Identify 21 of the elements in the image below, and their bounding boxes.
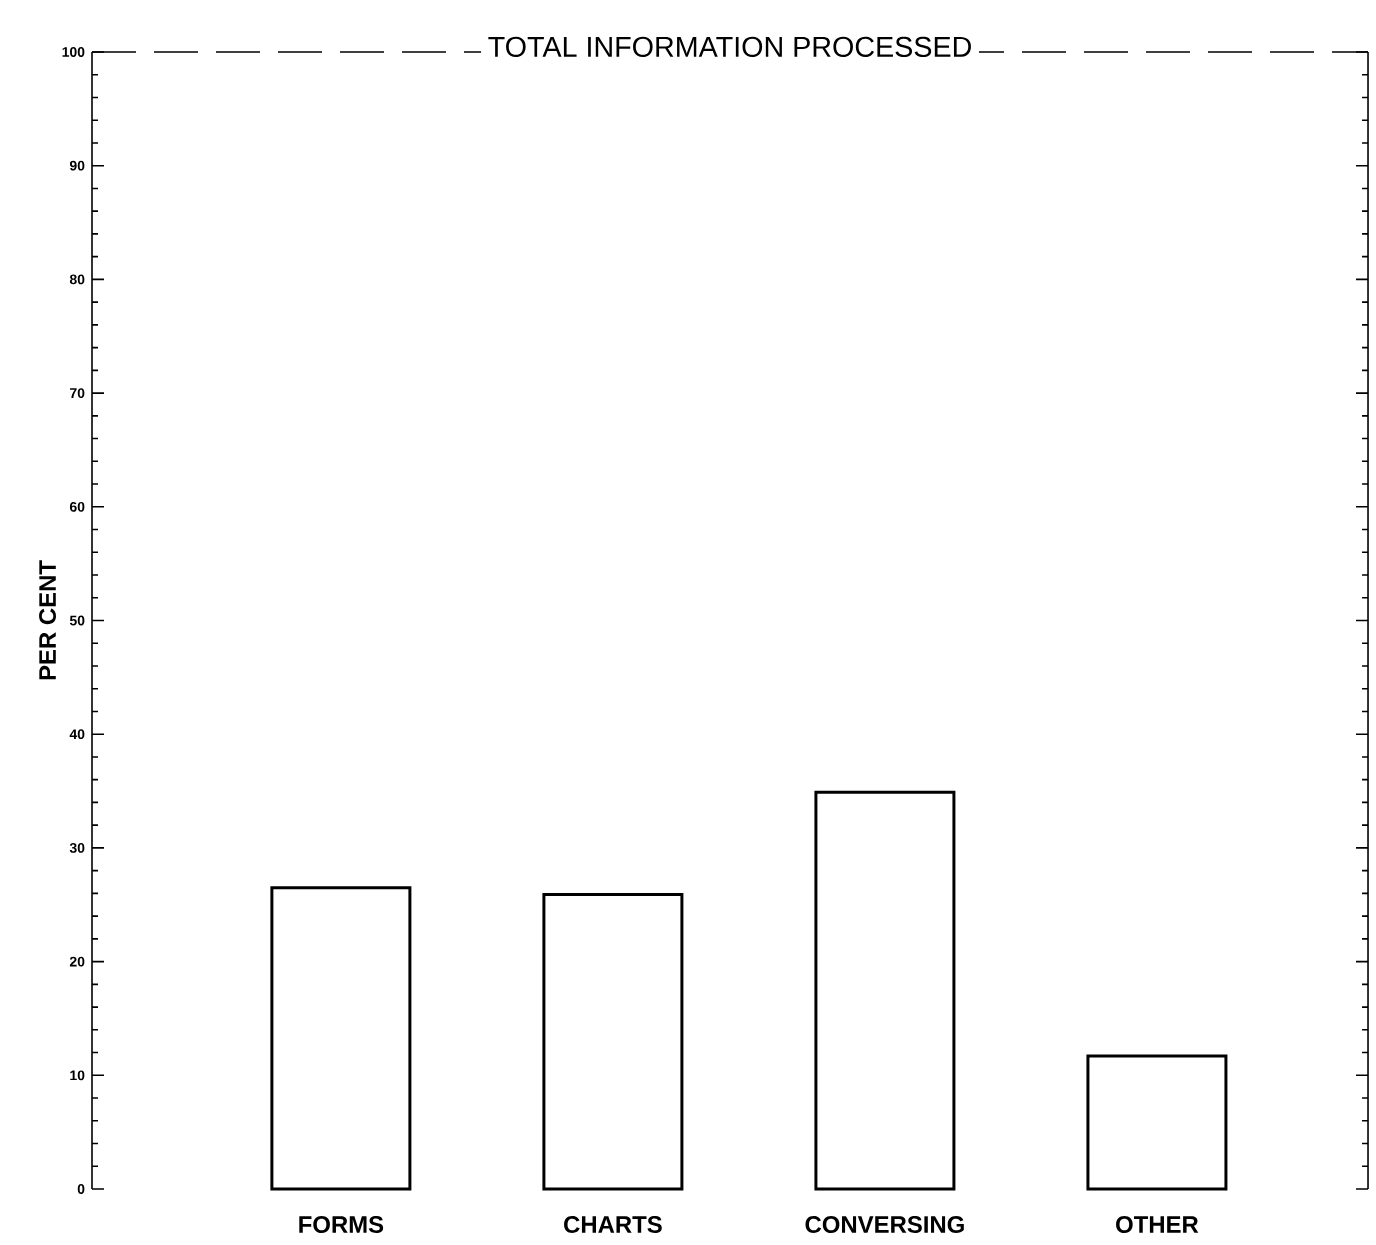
y-tick-label: 20 <box>69 956 85 967</box>
y-tick-label: 100 <box>62 47 85 57</box>
y-tick-label: 50 <box>69 615 85 626</box>
bar <box>270 886 412 1191</box>
y-tick-label: 10 <box>70 1070 85 1081</box>
bar <box>1086 1054 1228 1191</box>
y-tick-label: 0 <box>77 1184 85 1194</box>
y-tick-label: 90 <box>69 160 85 171</box>
x-tick-label: CONVERSING <box>805 1216 964 1233</box>
y-tick-label: 30 <box>69 842 85 853</box>
y-axis-title: PER CENT <box>39 560 56 680</box>
y-tick-label: 80 <box>69 274 85 285</box>
y-tick-label: 60 <box>69 501 85 512</box>
bar <box>542 893 684 1191</box>
y-tick-label: 40 <box>69 729 85 740</box>
x-tick-label: OTHER <box>1116 1216 1199 1233</box>
bar <box>814 790 956 1191</box>
chart-title: TOTAL INFORMATION PROCESSED <box>488 36 971 57</box>
x-tick-label: CHARTS <box>564 1216 662 1233</box>
x-tick-label: FORMS <box>299 1216 384 1233</box>
y-tick-label: 70 <box>70 388 85 399</box>
